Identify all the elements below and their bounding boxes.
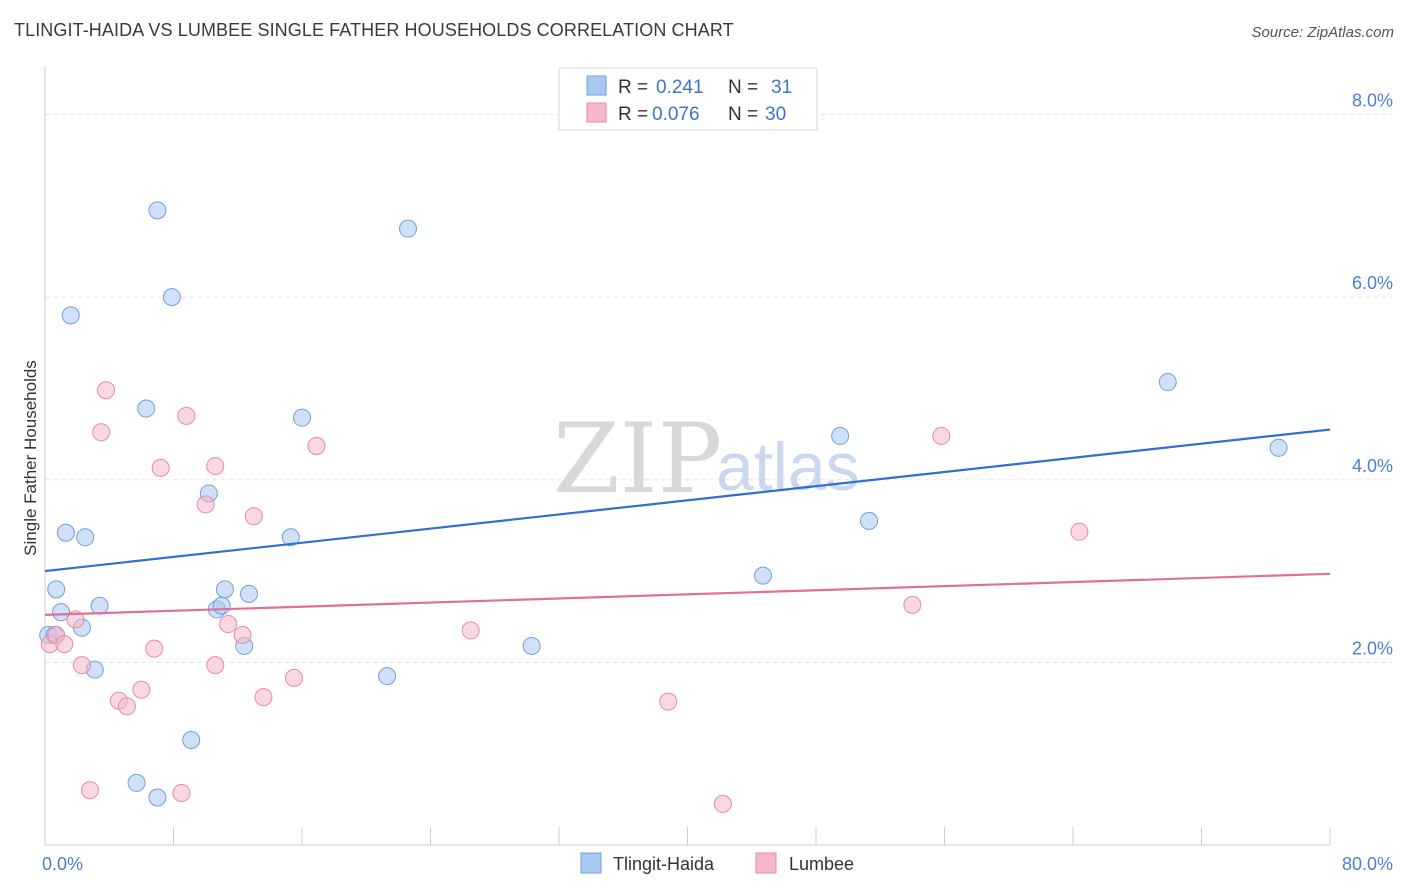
point-s1-10 [90, 596, 109, 615]
legend-n-label-2: N = [728, 104, 758, 125]
bottom-legend-label-lumbee: Lumbee [789, 854, 854, 874]
trend-lines [44, 428, 1331, 616]
point-s1-13 [148, 201, 167, 220]
chart-title: TLINGIT-HAIDA VS LUMBEE SINGLE FATHER HO… [14, 20, 734, 40]
legend-r-label-1: R = [618, 77, 648, 98]
point-s1-32 [1269, 438, 1288, 457]
point-s2-15 [177, 406, 196, 425]
legend-r-label-2: R = [618, 104, 648, 125]
legend: R = 0.241 N = 31 R = 0.076 N = 30 [558, 67, 818, 131]
point-s1-16 [182, 730, 201, 749]
point-s2-22 [254, 688, 273, 707]
point-s2-29 [932, 426, 951, 445]
bottom-legend-swatch-tlingit-haida [580, 852, 602, 874]
legend-r-value-1: 0.241 [656, 77, 704, 98]
watermark-zip: ZIP [553, 403, 722, 515]
point-s2-18 [206, 656, 225, 675]
point-s2-30 [1070, 522, 1089, 541]
point-s1-5 [56, 523, 75, 542]
point-s2-7 [92, 423, 111, 442]
bottom-legend: Tlingit-Haida Lumbee [580, 852, 854, 874]
point-s2-6 [80, 781, 99, 800]
point-s2-26 [659, 692, 678, 711]
point-s1-25 [378, 667, 397, 686]
point-s1-27 [522, 636, 541, 655]
point-s1-31 [1158, 373, 1177, 392]
point-s1-19 [212, 596, 231, 615]
point-s2-3 [55, 635, 74, 654]
point-s2-17 [206, 457, 225, 476]
tick-labels: 2.0% 4.0% 6.0% 8.0% 0.0% 80.0% [42, 91, 1393, 874]
point-s2-28 [903, 595, 922, 614]
data-points [39, 201, 1288, 813]
legend-swatch-lumbee [586, 102, 607, 123]
point-s2-13 [151, 458, 170, 477]
source-label: Source: ZipAtlas.com [1251, 24, 1394, 41]
point-s2-24 [307, 436, 326, 455]
axes [44, 66, 1331, 846]
y-tick-label-1: 2.0% [1352, 638, 1393, 658]
point-s2-16 [196, 495, 215, 514]
point-s2-19 [219, 615, 238, 634]
bottom-legend-swatch-lumbee [755, 852, 777, 874]
point-s1-4 [52, 603, 71, 622]
point-s2-4 [66, 610, 85, 629]
legend-n-value-1: 31 [771, 77, 792, 98]
point-s2-27 [713, 794, 732, 813]
legend-n-label-1: N = [728, 77, 758, 98]
point-s2-14 [172, 783, 191, 802]
bottom-legend-label-tlingit-haida: Tlingit-Haida [613, 854, 715, 874]
point-s1-24 [293, 408, 311, 427]
point-s1-6 [61, 306, 80, 325]
y-axis-label: Single Father Households [21, 360, 40, 556]
point-s2-21 [244, 507, 263, 526]
point-s1-14 [148, 788, 167, 807]
point-s1-22 [239, 584, 258, 603]
point-s2-11 [132, 680, 151, 699]
x-tick-label-1: 0.0% [42, 854, 83, 874]
legend-swatch-tlingit-haida [586, 75, 607, 96]
trend-line-1 [44, 428, 1331, 573]
point-s2-8 [97, 381, 116, 400]
point-s1-12 [137, 399, 156, 418]
point-s1-26 [399, 219, 418, 238]
point-s2-5 [72, 656, 91, 675]
y-tick-label-2: 4.0% [1352, 456, 1393, 476]
point-s2-23 [284, 668, 303, 687]
y-tick-label-3: 6.0% [1352, 273, 1393, 293]
point-s1-30 [860, 511, 879, 530]
point-s1-15 [162, 288, 181, 307]
trend-line-2 [44, 572, 1331, 616]
point-s1-3 [47, 580, 66, 599]
y-tick-label-4: 8.0% [1352, 91, 1393, 111]
series-lumbee [40, 381, 1089, 813]
legend-n-value-2: 30 [765, 104, 786, 125]
point-s2-25 [461, 621, 480, 640]
point-s1-28 [753, 566, 772, 585]
x-tick-label-2: 80.0% [1342, 854, 1393, 874]
gridlines [45, 114, 1392, 663]
point-s1-20 [215, 580, 234, 599]
point-s2-10 [117, 697, 136, 716]
point-s1-23 [281, 528, 300, 547]
legend-r-value-2: 0.076 [652, 104, 700, 125]
point-s2-12 [145, 639, 164, 658]
point-s1-29 [831, 426, 850, 445]
point-s1-8 [76, 528, 95, 547]
point-s1-11 [127, 773, 146, 792]
point-s2-20 [233, 625, 252, 644]
